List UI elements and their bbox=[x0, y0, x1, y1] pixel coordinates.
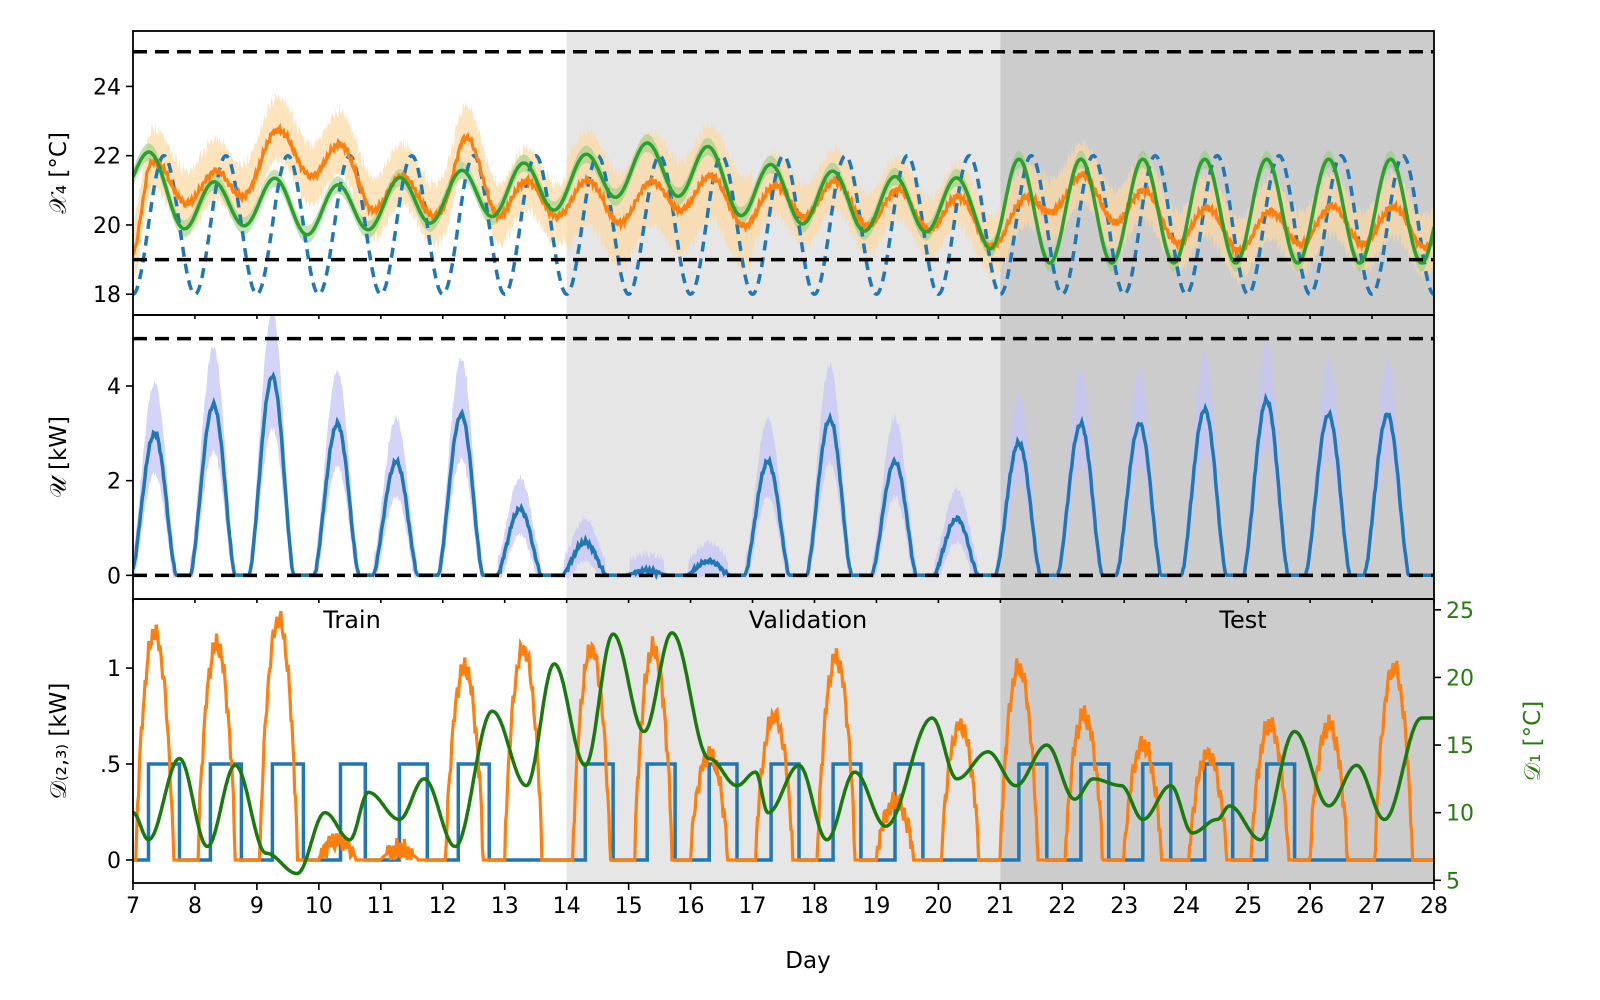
y-tick-label: 24 bbox=[93, 75, 121, 100]
y-axis-title-temperature: 𝒳₄ [°C] bbox=[46, 132, 72, 214]
x-tick-label: 20 bbox=[924, 894, 952, 919]
y-tick-label: 20 bbox=[93, 214, 121, 239]
y-tick-label: .5 bbox=[100, 753, 121, 778]
x-tick-label: 21 bbox=[986, 894, 1014, 919]
y-axis-title-input: 𝒰 [kW] bbox=[46, 416, 72, 498]
y-tick-label: 1 bbox=[107, 657, 121, 682]
right-y-tick-label: 10 bbox=[1446, 802, 1474, 827]
input-line-blue bbox=[133, 371, 1434, 581]
right-y-tick-label: 25 bbox=[1446, 599, 1474, 624]
right-y-tick-label: 15 bbox=[1446, 734, 1474, 759]
x-tick-label: 19 bbox=[862, 894, 890, 919]
solar-line-orange bbox=[133, 610, 1434, 862]
panel-temperature bbox=[133, 31, 1434, 315]
x-tick-label: 23 bbox=[1110, 894, 1138, 919]
y-tick-label: 4 bbox=[107, 375, 121, 400]
x-tick-label: 11 bbox=[367, 894, 395, 919]
x-tick-label: 17 bbox=[739, 894, 767, 919]
plot-area-middle bbox=[133, 315, 1434, 581]
region-background-train bbox=[133, 599, 567, 883]
x-tick-label: 8 bbox=[188, 894, 202, 919]
trajectory-line-green bbox=[133, 141, 1434, 265]
input-uncertainty-band bbox=[133, 315, 1434, 578]
region-label-train: Train bbox=[322, 606, 381, 634]
right-y-tick-label: 5 bbox=[1446, 869, 1460, 894]
x-tick-label: 24 bbox=[1172, 894, 1200, 919]
x-tick-label: 16 bbox=[677, 894, 705, 919]
x-tick-label: 22 bbox=[1048, 894, 1076, 919]
x-tick-label: 18 bbox=[800, 894, 828, 919]
region-background-validation bbox=[566, 599, 1001, 883]
panel-input-power bbox=[133, 315, 1434, 599]
occupancy-step-line bbox=[133, 762, 1434, 862]
plot-area-top bbox=[133, 92, 1434, 297]
y-tick-label: 0 bbox=[107, 564, 121, 589]
green-uncertainty-band bbox=[133, 134, 1434, 272]
panel-frame-bottom bbox=[132, 598, 1435, 884]
x-tick-label: 26 bbox=[1296, 894, 1324, 919]
outdoor-temperature-line-green bbox=[133, 630, 1434, 876]
region-background-test bbox=[1000, 599, 1434, 883]
panel-disturbances bbox=[133, 599, 1434, 883]
y-tick-label: 0 bbox=[107, 849, 121, 874]
x-tick-label: 12 bbox=[429, 894, 457, 919]
x-tick-label: 27 bbox=[1358, 894, 1386, 919]
x-tick-label: 14 bbox=[553, 894, 581, 919]
y-axis-title-outdoor-temperature: 𝒟₁ [°C] bbox=[1520, 701, 1546, 781]
x-tick-label: 7 bbox=[126, 894, 140, 919]
x-axis-title: Day bbox=[785, 948, 830, 974]
plot-area-bottom bbox=[133, 610, 1434, 876]
x-tick-label: 13 bbox=[491, 894, 519, 919]
x-tick-label: 28 bbox=[1420, 894, 1448, 919]
y-tick-label: 22 bbox=[93, 145, 121, 170]
y-tick-label: 2 bbox=[107, 470, 121, 495]
right-y-tick-label: 20 bbox=[1446, 666, 1474, 691]
y-tick-label: 18 bbox=[93, 283, 121, 308]
region-label-test: Test bbox=[1218, 606, 1266, 634]
x-tick-label: 25 bbox=[1234, 894, 1262, 919]
x-tick-label: 15 bbox=[615, 894, 643, 919]
x-tick-label: 9 bbox=[250, 894, 264, 919]
x-tick-label: 10 bbox=[305, 894, 333, 919]
y-axis-title-disturbance: 𝒟₍₂,₃₎ [kW] bbox=[46, 683, 72, 800]
region-label-validation: Validation bbox=[749, 606, 868, 634]
